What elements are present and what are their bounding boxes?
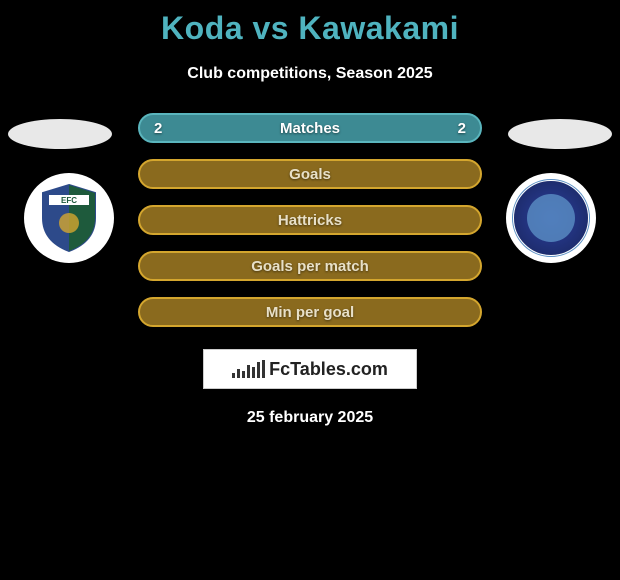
club-badge-left: EFC [24, 173, 114, 263]
circle-icon [510, 177, 592, 259]
stat-value-left: 2 [154, 120, 162, 137]
stat-label: Matches [280, 120, 340, 137]
shield-icon: EFC [39, 183, 99, 253]
club-badge-right [506, 173, 596, 263]
stat-label: Goals per match [251, 258, 369, 275]
player-photo-left [8, 119, 112, 149]
svg-text:EFC: EFC [61, 196, 77, 205]
stat-row-goals-per-match: Goals per match [138, 251, 482, 281]
stat-row-matches: 2 Matches 2 [138, 113, 482, 143]
stat-label: Hattricks [278, 212, 342, 229]
stat-rows: 2 Matches 2 Goals Hattricks Goals per ma… [138, 113, 482, 327]
subtitle: Club competitions, Season 2025 [0, 65, 620, 83]
bar-chart-icon [232, 360, 265, 378]
branding-box[interactable]: FcTables.com [203, 349, 417, 389]
stat-row-goals: Goals [138, 159, 482, 189]
stat-value-right: 2 [458, 120, 466, 137]
branding-text: FcTables.com [269, 359, 388, 380]
stat-label: Min per goal [266, 304, 354, 321]
main-area: EFC 2 Matches 2 Goals Hattricks [0, 113, 620, 427]
stat-row-hattricks: Hattricks [138, 205, 482, 235]
player-photo-right [508, 119, 612, 149]
comparison-card: Koda vs Kawakami Club competitions, Seas… [0, 0, 620, 580]
page-title: Koda vs Kawakami [0, 0, 620, 47]
stat-label: Goals [289, 166, 331, 183]
date-text: 25 february 2025 [0, 409, 620, 427]
stat-row-min-per-goal: Min per goal [138, 297, 482, 327]
